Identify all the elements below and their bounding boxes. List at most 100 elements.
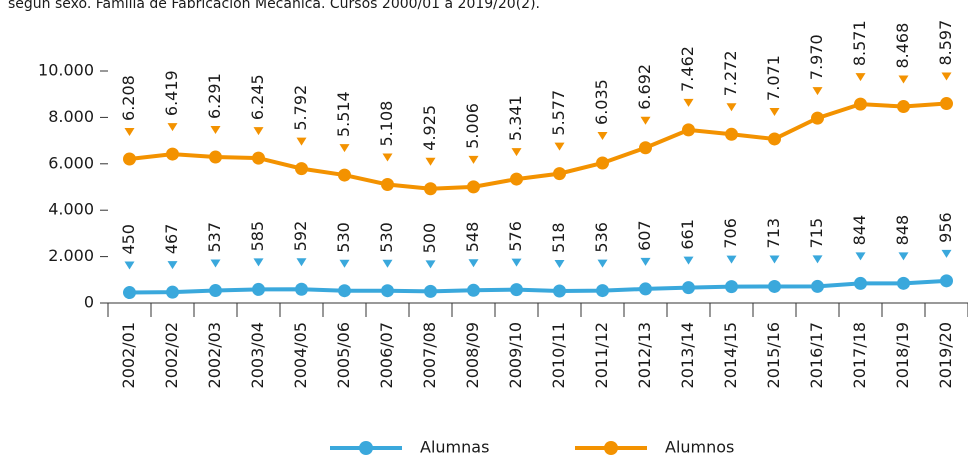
y-tick-label: 8.000 xyxy=(48,107,94,126)
data-label: 5.577 xyxy=(549,90,568,136)
data-label: 7.462 xyxy=(678,46,697,92)
data-point xyxy=(639,282,652,296)
x-tick-label: 2007/08 xyxy=(420,322,439,388)
x-tick-label: 2006/07 xyxy=(377,322,396,388)
y-tick-label: 4.000 xyxy=(48,200,94,219)
data-label: 6.208 xyxy=(119,75,138,121)
label-pointer xyxy=(769,255,780,264)
data-point xyxy=(897,100,910,114)
x-tick-label: 2013/14 xyxy=(678,322,697,388)
data-label: 7.272 xyxy=(721,50,740,96)
data-point xyxy=(295,162,308,176)
label-pointer xyxy=(167,261,178,270)
data-point xyxy=(252,151,265,165)
x-tick-label: 2005/06 xyxy=(334,322,353,388)
label-pointer xyxy=(597,131,608,140)
label-pointer xyxy=(769,107,780,116)
label-pointer xyxy=(726,103,737,112)
data-point xyxy=(682,123,695,137)
label-pointer xyxy=(339,144,350,153)
data-label: 7.970 xyxy=(807,34,826,80)
data-label: 548 xyxy=(463,222,482,253)
data-label: 518 xyxy=(549,222,568,253)
x-tick-label: 2010/11 xyxy=(549,322,568,388)
data-label: 5.792 xyxy=(291,85,310,131)
data-point xyxy=(209,150,222,164)
label-pointer xyxy=(253,127,264,136)
label-pointer xyxy=(468,259,479,268)
data-point xyxy=(940,97,953,111)
label-pointer xyxy=(511,258,522,267)
label-pointer xyxy=(898,75,909,84)
legend-marker xyxy=(604,441,618,455)
data-point xyxy=(811,111,824,125)
label-pointer xyxy=(124,261,135,270)
data-point xyxy=(639,141,652,155)
data-point xyxy=(768,132,781,146)
label-pointer xyxy=(124,127,135,136)
y-tick-label: 10.000 xyxy=(38,61,94,80)
x-tick-label: 2014/15 xyxy=(721,322,740,388)
x-tick-label: 2004/05 xyxy=(291,322,310,388)
label-pointer xyxy=(941,249,952,258)
data-point xyxy=(252,282,265,296)
label-pointer xyxy=(382,153,393,162)
data-label: 848 xyxy=(893,215,912,246)
label-pointer xyxy=(425,157,436,166)
data-point xyxy=(166,147,179,161)
label-pointer xyxy=(640,257,651,266)
x-tick-label: 2002/01 xyxy=(119,322,138,388)
label-pointer xyxy=(425,260,436,269)
x-tick-label: 2015/16 xyxy=(764,322,783,388)
data-point xyxy=(424,182,437,196)
data-point xyxy=(123,152,136,166)
data-point xyxy=(596,284,609,298)
label-pointer xyxy=(683,98,694,107)
y-tick-label: 6.000 xyxy=(48,153,94,172)
data-point xyxy=(768,279,781,293)
legend-label: Alumnas xyxy=(420,438,489,457)
data-point xyxy=(553,167,566,181)
label-pointer xyxy=(683,256,694,265)
data-point xyxy=(338,284,351,298)
data-label: 530 xyxy=(334,222,353,253)
x-tick-label: 2016/17 xyxy=(807,322,826,388)
data-label: 713 xyxy=(764,218,783,249)
data-label: 585 xyxy=(248,221,267,252)
data-label: 592 xyxy=(291,221,310,252)
data-label: 715 xyxy=(807,218,826,249)
data-label: 8.597 xyxy=(936,20,955,66)
data-label: 536 xyxy=(592,222,611,253)
data-label: 5.341 xyxy=(506,95,525,141)
data-point xyxy=(596,156,609,170)
x-tick-label: 2012/13 xyxy=(635,322,654,388)
x-tick-label: 2009/10 xyxy=(506,322,525,388)
data-point xyxy=(467,283,480,297)
data-point xyxy=(338,168,351,182)
data-point xyxy=(682,281,695,295)
label-pointer xyxy=(640,116,651,125)
data-label: 537 xyxy=(205,222,224,253)
data-point xyxy=(510,283,523,297)
label-pointer xyxy=(296,137,307,146)
x-tick-label: 2018/19 xyxy=(893,322,912,388)
data-point xyxy=(381,177,394,191)
data-point xyxy=(209,284,222,298)
label-pointer xyxy=(597,259,608,268)
label-pointer xyxy=(296,258,307,267)
label-pointer xyxy=(167,123,178,132)
data-point xyxy=(123,286,136,300)
label-pointer xyxy=(726,255,737,264)
x-tick-label: 2019/20 xyxy=(936,322,955,388)
label-pointer xyxy=(855,73,866,82)
data-label: 706 xyxy=(721,218,740,249)
label-pointer xyxy=(210,126,221,135)
y-tick-label: 0 xyxy=(84,293,94,312)
x-tick-label: 2008/09 xyxy=(463,322,482,388)
data-label: 5.006 xyxy=(463,103,482,149)
data-label: 844 xyxy=(850,215,869,246)
data-label: 4.925 xyxy=(420,105,439,151)
data-point xyxy=(811,279,824,293)
data-label: 6.291 xyxy=(205,73,224,119)
